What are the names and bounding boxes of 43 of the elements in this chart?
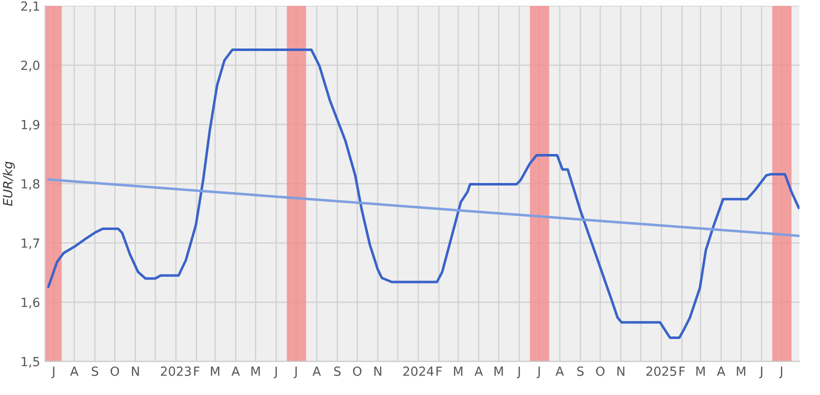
x-tick-label: J (294, 366, 297, 378)
y-tick-label: 2,1 (21, 1, 40, 12)
x-tick-label: M (454, 366, 462, 376)
x-tick-label: F (680, 366, 685, 376)
x-tick-label: 2023 (160, 366, 191, 376)
x-tick-label: M (251, 366, 260, 376)
x-tick-label: A (716, 366, 726, 376)
x-tick-label: M (736, 366, 746, 376)
x-tick-label: A (312, 366, 321, 376)
y-tick-label: 1,9 (22, 120, 40, 131)
y-tick-label: 1,5 (22, 357, 40, 368)
x-tick-label: N (617, 366, 624, 376)
x-tick-label: J (779, 366, 782, 378)
y-tick-label: 1,6 (22, 298, 40, 308)
x-tick-label: N (132, 366, 139, 376)
x-tick-label: 2024 (403, 366, 434, 376)
y-axis-title: EUR/kg (2, 162, 15, 206)
x-tick-label: M (494, 366, 503, 376)
x-tick-label: J (274, 366, 277, 378)
x-tick-label: S (92, 366, 98, 376)
x-tick-label: F (436, 366, 442, 376)
x-tick-label: J (51, 366, 54, 378)
x-tick-label: A (70, 366, 78, 376)
y-tick-label: 2,0 (21, 60, 40, 72)
y-tick-label: 1,7 (22, 238, 40, 250)
x-tick-label: J (536, 366, 540, 378)
x-tick-label: J (516, 366, 520, 378)
x-tick-label: M (696, 366, 705, 376)
x-tick-label: M (210, 366, 220, 376)
x-tick-label: N (374, 366, 382, 376)
x-tick-label: A (556, 366, 564, 376)
x-tick-label: 2025 (646, 366, 676, 376)
x-tick-label: A (232, 366, 240, 376)
x-tick-label: S (577, 366, 584, 376)
x-tick-label: O (353, 366, 362, 376)
x-tick-label: J (759, 366, 762, 378)
x-tick-label: O (110, 366, 120, 376)
x-tick-label: A (474, 366, 483, 376)
x-tick-label: F (194, 366, 200, 376)
x-tick-label: S (334, 366, 341, 376)
line-series (47, 48, 800, 339)
y-tick-label: 1,8 (22, 179, 40, 190)
x-tick-label: O (596, 366, 604, 376)
